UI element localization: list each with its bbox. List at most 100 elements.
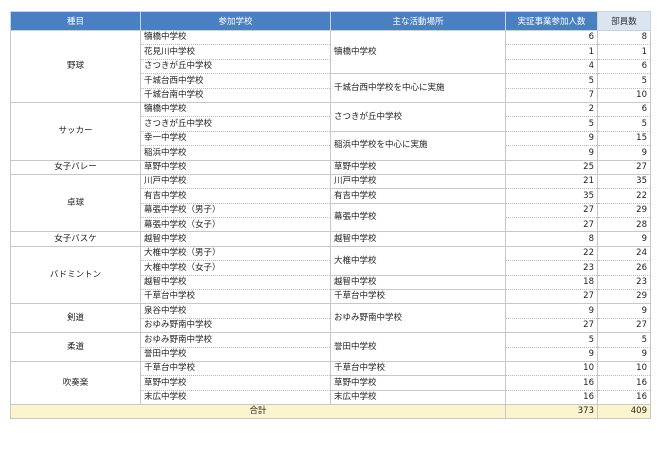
participants-cell: 1 <box>505 44 598 60</box>
members-cell: 26 <box>597 260 651 276</box>
table-row: 柔道 おゆみ野南中学校 誉田中学校 5 5 <box>10 332 651 362</box>
members-cell: 29 <box>597 289 651 305</box>
header-cell: 主な活動場所 <box>330 11 506 31</box>
members-cell: 27 <box>597 317 651 334</box>
school-cell: 千草台中学校 <box>140 289 331 305</box>
table-row: 女子バスケ 越智中学校 越智中学校 8 9 <box>10 231 651 247</box>
members-cell: 5 <box>597 73 651 89</box>
members-cell: 28 <box>597 217 651 233</box>
table-row: 剣道 泉谷中学校 おゆみ野南中学校 9 9 <box>10 303 651 334</box>
school-cell: 幕張中学校（女子） <box>140 217 331 233</box>
members-cell: 29 <box>597 202 651 219</box>
school-cell: 越智中学校 <box>140 274 331 291</box>
school-cell: 大椎中学校（女子） <box>140 260 331 276</box>
participants-cell: 7 <box>505 87 598 103</box>
participants-cell: 4 <box>505 58 598 75</box>
table-row: 吹奏楽 千草台中学校 千草台中学校 10 10 <box>10 360 651 406</box>
table-row: サッカー 犢橋中学校 さつきが丘中学校 2 6 <box>10 101 651 161</box>
members-cell: 24 <box>597 245 651 262</box>
place-cell: 千城台西中学校を中心に実施 <box>330 73 506 103</box>
members-cell: 5 <box>597 332 651 348</box>
participants-cell: 5 <box>505 73 598 89</box>
participants-cell: 9 <box>505 130 598 147</box>
table-body: 野球 犢橋中学校 犢橋中学校 6 8 花見川中学校 1 1 さつきが丘中学校 4 6 千城台西中学校千… <box>10 29 651 420</box>
participants-cell: 16 <box>505 375 598 391</box>
school-cell: 末広中学校 <box>140 389 331 406</box>
place-cell: 草野中学校 <box>330 375 506 391</box>
participants-cell: 21 <box>505 173 598 190</box>
table-row: 幕張中学校（男子） 幕張中学校 27 29 <box>11 202 651 233</box>
school-cell: 花見川中学校 <box>140 44 331 60</box>
place-cell: おゆみ野南中学校 <box>330 303 506 334</box>
place-cell: 大椎中学校 <box>330 245 506 276</box>
school-cell: 犢橋中学校 <box>140 101 331 118</box>
participants-cell: 5 <box>505 332 598 348</box>
school-cell: 川戸中学校 <box>140 173 331 190</box>
place-cell: 末広中学校 <box>330 389 506 406</box>
school-cell: 稲浜中学校 <box>140 145 331 161</box>
place-cell: 草野中学校 <box>330 159 506 175</box>
school-cell: 千城台西中学校 <box>140 73 331 89</box>
participants-cell: 9 <box>505 303 598 319</box>
sport-cell: 女子バレー <box>10 159 141 175</box>
sport-cell: 吹奏楽 <box>10 360 141 406</box>
header-row: 種目 参加学校 主な活動場所 実証事業参加人数 部員数 <box>10 11 651 31</box>
members-cell: 9 <box>597 346 651 362</box>
header-cell: 参加学校 <box>140 11 331 31</box>
school-cell: さつきが丘中学校 <box>140 58 331 75</box>
members-cell: 10 <box>597 360 651 377</box>
members-cell: 1 <box>597 44 651 60</box>
table-row: 野球 犢橋中学校 犢橋中学校 6 8 <box>10 29 651 103</box>
place-cell: 犢橋中学校 <box>330 29 506 75</box>
school-cell: 泉谷中学校 <box>140 303 331 319</box>
school-cell: 幸一中学校 <box>140 130 331 147</box>
members-cell: 22 <box>597 188 651 204</box>
total-row: 合計 373 409 <box>10 404 651 420</box>
school-cell: 越智中学校 <box>140 231 331 247</box>
participants-cell: 2 <box>505 101 598 118</box>
sport-cell: 野球 <box>10 30 141 103</box>
members-cell: 9 <box>597 303 651 319</box>
members-cell: 6 <box>597 58 651 75</box>
school-cell: 誉田中学校 <box>140 346 331 362</box>
school-cell: 草野中学校 <box>140 159 331 175</box>
members-cell: 6 <box>597 101 651 118</box>
table-row: 大椎中学校（女子） 23 26 <box>11 260 651 276</box>
school-cell: さつきが丘中学校 <box>140 116 331 132</box>
header-cell: 実証事業参加人数 <box>505 11 598 31</box>
place-cell: 幕張中学校 <box>330 202 506 233</box>
participants-cell: 10 <box>505 360 598 377</box>
members-cell: 23 <box>597 274 651 291</box>
sport-cell: 柔道 <box>10 332 141 362</box>
table-row: 有吉中学校 有吉中学校 35 22 <box>11 188 651 204</box>
school-cell: 千城台南中学校 <box>140 87 331 103</box>
place-cell: 千草台中学校 <box>330 289 506 305</box>
members-cell: 9 <box>597 145 651 161</box>
members-cell: 35 <box>597 173 651 190</box>
participants-cell: 23 <box>505 260 598 276</box>
total-members: 409 <box>597 404 651 420</box>
table-row: 草野中学校 草野中学校 16 16 <box>11 375 651 391</box>
place-cell: 越智中学校 <box>330 231 506 247</box>
place-cell: 有吉中学校 <box>330 188 506 204</box>
school-cell: おゆみ野南中学校 <box>140 332 331 348</box>
sport-cell: バドミントン <box>10 245 141 305</box>
school-cell: 幕張中学校（男子） <box>140 202 331 219</box>
participants-cell: 27 <box>505 317 598 334</box>
place-cell: 誉田中学校 <box>330 332 506 362</box>
participants-cell: 35 <box>505 188 598 204</box>
table-header: 種目 参加学校 主な活動場所 実証事業参加人数 部員数 <box>10 11 651 31</box>
place-cell: 越智中学校 <box>330 274 506 291</box>
total-participants: 373 <box>505 404 598 420</box>
school-cell: おゆみ野南中学校 <box>140 317 331 334</box>
school-cell: 大椎中学校（男子） <box>140 245 331 262</box>
participants-cell: 16 <box>505 389 598 406</box>
total-label: 合計 <box>10 404 506 420</box>
table-row: 末広中学校 末広中学校 16 16 <box>11 389 651 406</box>
table-row: 花見川中学校 1 1 <box>11 44 651 60</box>
table-row: さつきが丘中学校 5 5 <box>11 116 651 132</box>
participants-cell: 25 <box>505 159 598 175</box>
members-cell: 16 <box>597 389 651 406</box>
club-table: 種目 参加学校 主な活動場所 実証事業参加人数 部員数 野球 犢橋中学校 犢橋中学校… <box>10 11 651 420</box>
